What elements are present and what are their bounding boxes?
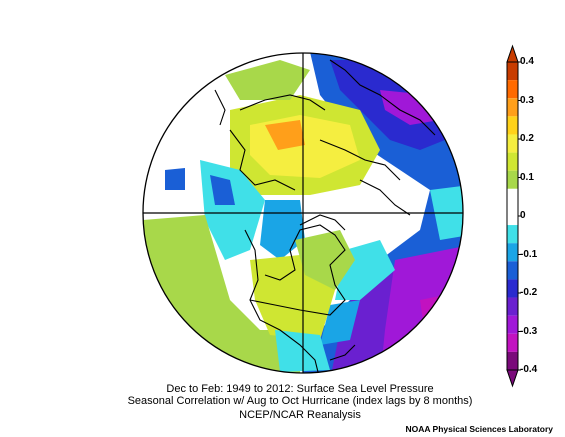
colorbar-segment bbox=[507, 351, 518, 370]
colorbar-tick-label: 0.2 bbox=[520, 133, 534, 144]
colorbar-segment bbox=[507, 188, 518, 207]
colorbar-tick-label: 0.4 bbox=[520, 56, 534, 67]
caption-dataset: NCEP/NCAR Reanalysis bbox=[239, 409, 361, 421]
colorbar-tick-label: -0.4 bbox=[520, 364, 538, 375]
graticule bbox=[143, 53, 463, 373]
colorbar-segment bbox=[507, 333, 518, 352]
colorbar-segment bbox=[507, 98, 518, 117]
caption-title: Dec to Feb: 1949 to 2012: Surface Sea Le… bbox=[166, 383, 434, 395]
colorbar-segment bbox=[507, 116, 518, 135]
colorbar-tick-label: -0.3 bbox=[520, 325, 538, 337]
colorbar-min-arrow bbox=[506, 369, 519, 388]
colorbar-segment bbox=[507, 62, 518, 81]
colorbar-segment bbox=[507, 243, 518, 262]
credit-label: NOAA Physical Sciences Laboratory bbox=[405, 424, 553, 434]
coastlines bbox=[214, 59, 436, 373]
colorbar-segment bbox=[507, 315, 518, 334]
colorbar-tick-label: 0.1 bbox=[520, 171, 534, 183]
colorbar bbox=[506, 44, 521, 388]
colorbar-segment bbox=[507, 134, 518, 153]
colorbar-tick-label: 0 bbox=[520, 210, 526, 221]
colorbar-max-arrow bbox=[506, 44, 519, 63]
colorbar-tick-label: 0.3 bbox=[520, 94, 534, 106]
colorbar-segment bbox=[507, 225, 518, 244]
colorbar-segment bbox=[507, 297, 518, 316]
colorbar-tick-label: -0.1 bbox=[520, 248, 538, 260]
colorbar-segment bbox=[507, 152, 518, 171]
colorbar-segment bbox=[507, 80, 518, 99]
colorbar-segment bbox=[507, 170, 518, 189]
caption-subtitle: Seasonal Correlation w/ Aug to Oct Hurri… bbox=[127, 395, 473, 407]
colorbar-tick-label: -0.2 bbox=[520, 287, 538, 298]
colorbar-segment bbox=[507, 279, 518, 298]
colorbar-segment bbox=[507, 261, 518, 280]
colorbar-segment bbox=[507, 206, 518, 226]
map-boundary-circle bbox=[142, 52, 464, 374]
